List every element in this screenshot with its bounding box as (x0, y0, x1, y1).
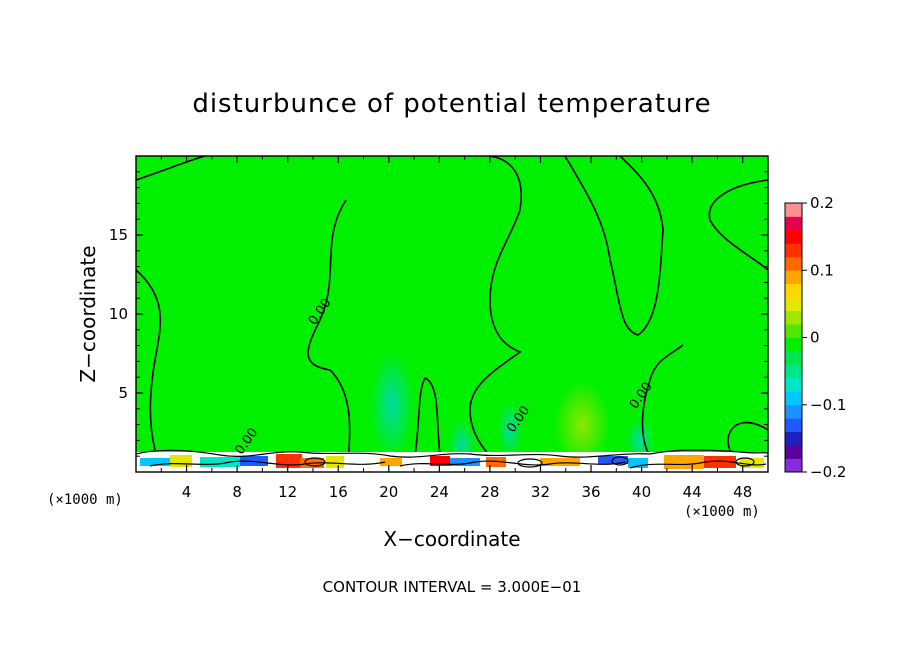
colorbar-swatch (785, 418, 802, 433)
colorbar-swatch (785, 216, 802, 231)
colorbar-swatch (785, 377, 802, 392)
y-axis-ticks: 5 10 15 (109, 171, 768, 457)
colorbar-swatch (785, 350, 802, 365)
colorbar-swatch (785, 283, 802, 298)
colorbar-swatch (785, 337, 802, 352)
y-tick-label: 10 (109, 305, 128, 323)
x-unit-right: (×1000 m) (684, 504, 760, 520)
x-axis-label: X−coordinate (383, 527, 520, 551)
colorbar-swatch (785, 404, 802, 419)
contour-line (414, 376, 441, 457)
y-axis-label: Z−coordinate (76, 245, 100, 382)
chart-title: disturbunce of potential temperature (192, 89, 711, 119)
contour-line (469, 156, 522, 457)
colorbar-swatch (785, 256, 802, 271)
colorbar-swatch (785, 297, 802, 311)
contour-interval-note: CONTOUR INTERVAL = 3.000E−01 (323, 578, 582, 596)
colorbar-tick-label: −0.1 (810, 396, 846, 414)
surface-layer (136, 449, 768, 472)
zero-contours (136, 156, 768, 461)
x-tick-label: 40 (632, 483, 651, 501)
colorbar-swatch (785, 310, 802, 325)
y-tick-label: 15 (109, 226, 128, 244)
contour-line (307, 199, 351, 461)
contour-line (136, 156, 206, 181)
colorbar-swatch (785, 243, 802, 258)
x-tick-label: 28 (480, 483, 499, 501)
contour-line (564, 156, 664, 336)
x-tick-label: 44 (683, 483, 702, 501)
x-tick-label: 20 (379, 483, 398, 501)
colorbar-swatch (785, 445, 802, 459)
x-tick-label: 8 (232, 483, 242, 501)
colorbar-swatch (785, 364, 802, 379)
colorbar-tick-label: 0.1 (810, 261, 834, 279)
x-tick-label: 4 (182, 483, 192, 501)
x-tick-label: 36 (581, 483, 600, 501)
x-axis-ticks: 4 8 12 16 20 24 28 32 36 40 44 48 (160, 156, 752, 501)
contour-line (136, 269, 162, 451)
colorbar-swatch (785, 458, 802, 473)
x-tick-label: 12 (278, 483, 297, 501)
colorbar-swatch (785, 431, 802, 446)
y-tick-label: 5 (118, 384, 128, 402)
colorbar-tick-label: 0 (810, 329, 820, 347)
x-unit-left: (×1000 m) (47, 492, 123, 508)
contour-line (708, 179, 768, 271)
colorbar (784, 202, 803, 473)
field-anomalies (370, 350, 654, 470)
x-tick-label: 48 (733, 483, 752, 501)
colorbar-ticks: 0.2 0.1 0 −0.1 −0.2 (802, 194, 846, 481)
colorbar-tick-label: −0.2 (810, 463, 846, 481)
colorbar-swatch (785, 203, 802, 217)
colorbar-tick-label: 0.2 (810, 194, 834, 212)
contour-line (641, 344, 684, 457)
field-background (136, 156, 768, 472)
x-tick-label: 32 (531, 483, 550, 501)
x-tick-label: 16 (329, 483, 348, 501)
colorbar-swatch (785, 270, 802, 285)
x-tick-label: 24 (430, 483, 449, 501)
plot-area: 0.000.000.000.00 (136, 156, 768, 472)
colorbar-swatch (785, 324, 802, 338)
colorbar-swatch (785, 391, 802, 406)
colorbar-swatch (785, 229, 802, 244)
